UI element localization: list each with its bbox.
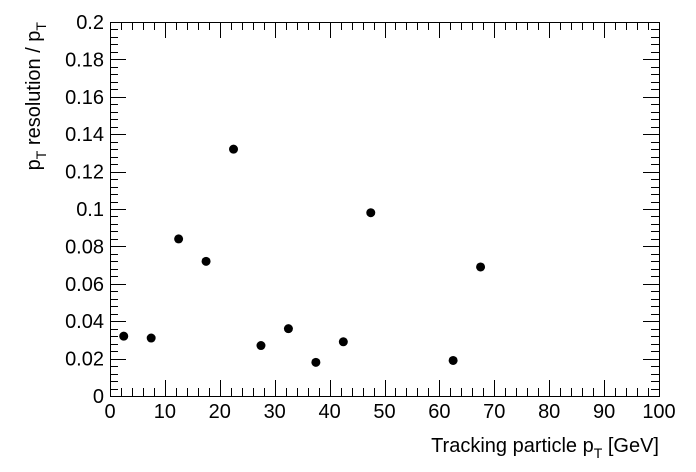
data-point bbox=[229, 144, 239, 154]
y-tick-label: 0.16 bbox=[65, 87, 104, 109]
x-axis-title: Tracking particle pT [GeV] bbox=[431, 435, 659, 461]
x-tick-label: 80 bbox=[538, 401, 560, 423]
y-axis-title-part2: resolution / p bbox=[23, 31, 45, 151]
axis-ticks bbox=[110, 22, 660, 397]
x-tick-label: 50 bbox=[373, 401, 395, 423]
plot-frame bbox=[110, 22, 660, 397]
x-tick-label: 90 bbox=[593, 401, 615, 423]
y-tick-label: 0.18 bbox=[65, 49, 104, 71]
y-axis-title-sub1: T bbox=[33, 150, 49, 159]
x-tick-label: 0 bbox=[104, 401, 115, 423]
x-axis-title-subscript: T bbox=[594, 445, 603, 461]
data-point bbox=[146, 333, 156, 343]
data-point bbox=[174, 234, 184, 244]
x-axis-title-suffix: [GeV] bbox=[602, 435, 659, 457]
data-point bbox=[201, 256, 211, 266]
y-tick-label: 0.12 bbox=[65, 162, 104, 184]
data-points bbox=[119, 144, 486, 367]
y-axis-title-part1: p bbox=[23, 159, 45, 170]
y-tick-label: 0.14 bbox=[65, 124, 104, 146]
x-tick-label: 10 bbox=[154, 401, 176, 423]
data-point bbox=[256, 341, 266, 351]
y-tick-label: 0.08 bbox=[65, 236, 104, 258]
y-tick-label: 0.1 bbox=[76, 199, 104, 221]
data-point bbox=[476, 262, 486, 272]
x-tick-label: 100 bbox=[642, 401, 675, 423]
data-point bbox=[119, 331, 129, 341]
data-point bbox=[283, 324, 293, 334]
data-point bbox=[338, 337, 348, 347]
y-tick-label: 0.02 bbox=[65, 349, 104, 371]
y-tick-label: 0.06 bbox=[65, 274, 104, 296]
y-axis-title: pT resolution / pT bbox=[23, 22, 49, 171]
data-point bbox=[311, 357, 321, 367]
y-axis-title-sub2: T bbox=[33, 22, 49, 31]
data-point bbox=[366, 208, 376, 218]
x-axis-title-main: Tracking particle p bbox=[431, 435, 594, 457]
y-tick-label: 0.2 bbox=[76, 12, 104, 34]
data-point bbox=[448, 355, 458, 365]
x-tick-label: 70 bbox=[483, 401, 505, 423]
y-tick-label: 0 bbox=[93, 386, 104, 408]
x-tick-label: 20 bbox=[209, 401, 231, 423]
x-tick-label: 30 bbox=[264, 401, 286, 423]
tick-labels: 0 10 20 30 40 50 60 70 80 90 100 0 0.02 0.04 0.06 0.08 0… bbox=[65, 12, 676, 423]
y-tick-label: 0.04 bbox=[65, 311, 104, 333]
x-tick-label: 60 bbox=[428, 401, 450, 423]
x-tick-label: 40 bbox=[318, 401, 340, 423]
